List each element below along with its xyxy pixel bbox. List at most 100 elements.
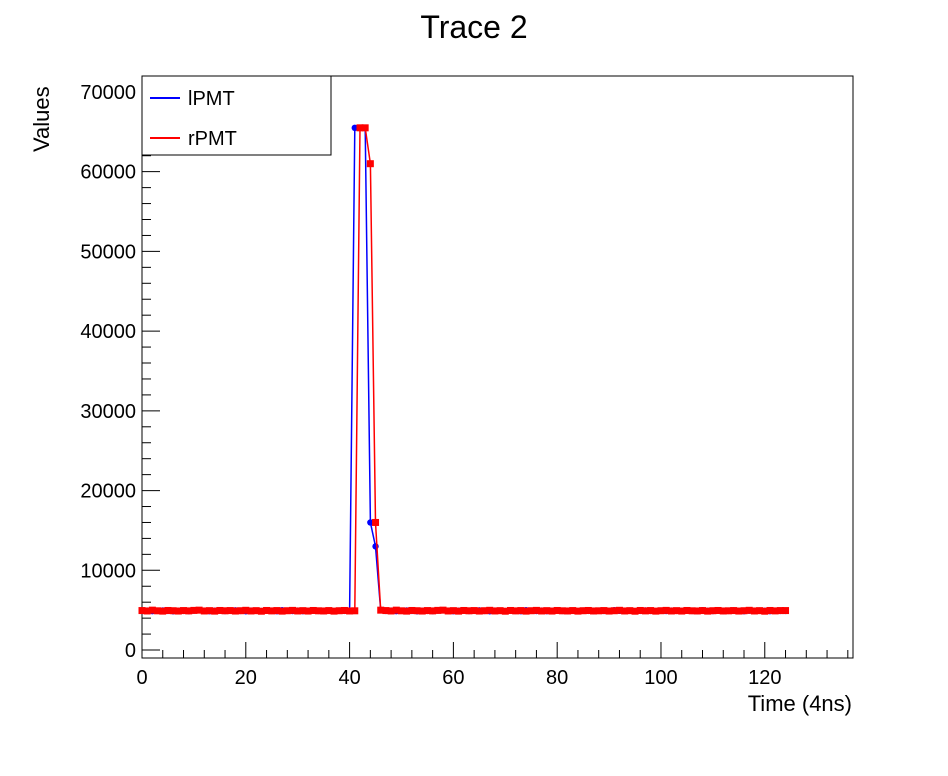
- data-point-rPMT: [231, 607, 239, 615]
- data-point-rPMT: [154, 607, 162, 615]
- data-point-rPMT: [548, 607, 556, 615]
- data-point-rPMT: [418, 607, 426, 615]
- data-point-rPMT: [273, 607, 281, 615]
- data-point-rPMT: [621, 607, 629, 615]
- data-point-rPMT: [361, 124, 369, 132]
- legend-label-lPMT: lPMT: [188, 88, 235, 110]
- data-point-rPMT: [776, 607, 784, 615]
- data-point-rPMT: [377, 606, 385, 614]
- data-point-rPMT: [439, 606, 447, 614]
- data-point-rPMT: [631, 607, 639, 615]
- data-point-rPMT: [268, 607, 276, 615]
- data-point-rPMT: [652, 607, 660, 615]
- data-point-rPMT: [403, 607, 411, 615]
- y-tick-label: 40000: [80, 321, 136, 343]
- data-point-rPMT: [242, 606, 250, 614]
- data-point-rPMT: [143, 607, 151, 615]
- data-point-rPMT: [148, 606, 156, 614]
- data-point-rPMT: [164, 606, 172, 614]
- axis-ticks: 0 20 40 60 80 100 120 0 10000 20000 30000 40000 5000…: [80, 75, 849, 689]
- data-point-rPMT: [481, 607, 489, 615]
- data-point-rPMT: [761, 607, 769, 615]
- series-line-lPMT: [141, 127, 786, 613]
- data-point-rPMT: [579, 607, 587, 615]
- data-point-rPMT: [688, 607, 696, 615]
- data-point-rPMT: [527, 607, 535, 615]
- data-point-lPMT: [367, 519, 374, 526]
- data-point-rPMT: [460, 606, 468, 614]
- data-point-rPMT: [501, 607, 509, 615]
- data-point-rPMT: [657, 607, 665, 615]
- data-point-rPMT: [392, 606, 400, 614]
- data-point-rPMT: [636, 606, 644, 614]
- x-tick-label: 0: [136, 667, 147, 689]
- data-point-rPMT: [465, 607, 473, 615]
- y-tick-label: 0: [125, 640, 136, 662]
- data-point-rPMT: [626, 607, 634, 615]
- data-point-rPMT: [615, 606, 623, 614]
- data-point-rPMT: [517, 607, 525, 615]
- data-point-rPMT: [408, 606, 416, 614]
- data-point-rPMT: [200, 607, 208, 615]
- data-point-rPMT: [216, 606, 224, 614]
- data-point-rPMT: [423, 607, 431, 615]
- data-point-rPMT: [330, 607, 338, 615]
- data-point-rPMT: [387, 607, 395, 615]
- data-point-rPMT: [782, 607, 790, 615]
- data-point-rPMT: [283, 607, 291, 615]
- x-tick-label: 40: [338, 667, 360, 689]
- data-point-rPMT: [590, 607, 598, 615]
- data-point-rPMT: [678, 607, 686, 615]
- data-point-rPMT: [693, 607, 701, 615]
- data-point-rPMT: [724, 607, 732, 615]
- data-point-rPMT: [304, 607, 312, 615]
- data-point-rPMT: [340, 606, 348, 614]
- data-point-rPMT: [257, 607, 265, 615]
- data-point-rPMT: [667, 607, 675, 615]
- data-point-rPMT: [294, 607, 302, 615]
- data-point-rPMT: [320, 607, 328, 615]
- data-point-rPMT: [429, 607, 437, 615]
- series-line-rPMT: [141, 127, 786, 612]
- data-point-rPMT: [771, 607, 779, 615]
- data-point-rPMT: [314, 607, 322, 615]
- data-point-rPMT: [382, 607, 390, 615]
- data-point-rPMT: [335, 607, 343, 615]
- data-point-rPMT: [610, 607, 618, 615]
- data-point-rPMT: [750, 607, 758, 615]
- data-point-rPMT: [237, 607, 245, 615]
- y-tick-label: 60000: [80, 162, 136, 184]
- data-point-rPMT: [709, 607, 717, 615]
- data-point-rPMT: [574, 607, 582, 615]
- data-point-rPMT: [247, 607, 255, 615]
- data-point-lPMT: [351, 124, 358, 132]
- y-tick-label: 10000: [80, 560, 136, 582]
- data-point-rPMT: [397, 607, 405, 615]
- legend-label-rPMT: rPMT: [188, 128, 237, 150]
- data-point-rPMT: [735, 607, 743, 615]
- data-point-rPMT: [372, 518, 380, 526]
- x-axis-title: Time (4ns): [748, 691, 852, 716]
- data-point-rPMT: [475, 607, 483, 615]
- data-point-rPMT: [600, 607, 608, 615]
- data-point-rPMT: [569, 607, 577, 615]
- data-point-rPMT: [486, 606, 494, 614]
- data-point-rPMT: [169, 607, 177, 615]
- data-point-rPMT: [496, 607, 504, 615]
- data-point-rPMT: [180, 607, 188, 615]
- data-point-rPMT: [532, 606, 540, 614]
- legend-box: [141, 75, 332, 156]
- data-point-rPMT: [564, 607, 572, 615]
- data-point-rPMT: [346, 607, 354, 615]
- data-point-rPMT: [491, 607, 499, 615]
- data-point-rPMT: [584, 606, 592, 614]
- data-point-rPMT: [413, 607, 421, 615]
- y-tick-label: 20000: [80, 481, 136, 503]
- data-point-rPMT: [325, 607, 333, 615]
- data-point-rPMT: [174, 607, 182, 615]
- data-point-rPMT: [698, 607, 706, 615]
- data-point-rPMT: [205, 607, 213, 615]
- data-point-rPMT: [190, 606, 198, 614]
- data-point-rPMT: [766, 606, 774, 614]
